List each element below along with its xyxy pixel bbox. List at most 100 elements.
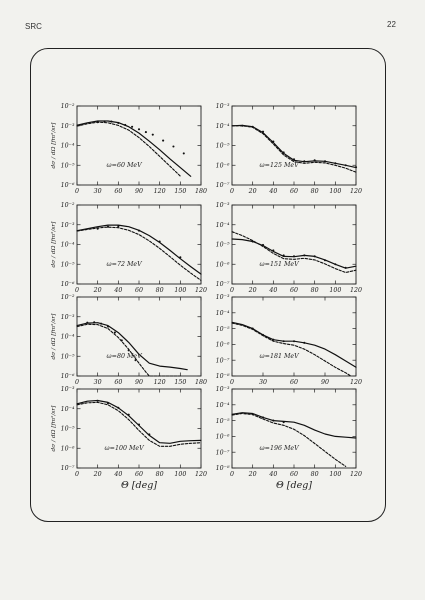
dashed-curve bbox=[76, 401, 202, 447]
x-tick-label: 120 bbox=[350, 188, 362, 195]
data-point bbox=[251, 125, 254, 128]
y-tick-label: 10⁻⁵ bbox=[61, 353, 75, 360]
x-tick-label: 80 bbox=[156, 471, 164, 478]
y-tick-label: 10⁻⁶ bbox=[216, 434, 230, 441]
data-point bbox=[158, 240, 161, 243]
x-tick-label: 80 bbox=[311, 287, 319, 294]
data-point bbox=[303, 341, 306, 344]
x-tick-label: 60 bbox=[290, 287, 298, 294]
solid-curve bbox=[76, 399, 202, 444]
y-tick-label: 10⁻³ bbox=[216, 202, 230, 209]
data-point bbox=[106, 225, 110, 228]
y-tick-label: 10⁻⁴ bbox=[216, 222, 230, 229]
data-point bbox=[272, 338, 275, 341]
data-point bbox=[261, 243, 265, 246]
data-point bbox=[117, 121, 120, 125]
data-point bbox=[137, 229, 141, 232]
data-point bbox=[272, 419, 275, 422]
y-axis-label: dσ / dΩ [fm²/sr] bbox=[50, 122, 57, 169]
x-tick-label: 0 bbox=[75, 471, 79, 478]
data-point bbox=[282, 340, 285, 343]
x-tick-label: 180 bbox=[195, 188, 207, 195]
figure-frame bbox=[30, 48, 386, 522]
data-point bbox=[148, 433, 151, 436]
chart-panel-6: 10⁻³ 10⁻⁴ 10⁻⁵ 10⁻⁶ 10⁻⁷0 20 40 60 80 100 120 dσ / … bbox=[50, 386, 207, 491]
data-point bbox=[251, 413, 254, 416]
data-point bbox=[261, 130, 265, 133]
x-tick-label: 90 bbox=[321, 379, 329, 386]
x-tick-label: 0 bbox=[230, 471, 234, 478]
solid-curve bbox=[76, 322, 188, 371]
x-tick-label: 100 bbox=[329, 188, 341, 195]
x-tick-label: 90 bbox=[135, 379, 143, 386]
data-point bbox=[282, 254, 285, 257]
y-tick-label: 10⁻² bbox=[61, 103, 75, 110]
y-tick-label: 10⁻³ bbox=[216, 103, 230, 110]
data-point bbox=[272, 249, 275, 252]
y-tick-label: 10⁻⁴ bbox=[61, 143, 75, 150]
dashed-curve bbox=[76, 121, 181, 177]
energy-annotation: ω=80 MeV bbox=[107, 353, 144, 360]
chart-panel-1: 10⁻³ 10⁻⁴ 10⁻⁵ 10⁻⁶ 10⁻⁷0 20 40 60 80 100 120 ω=125… bbox=[216, 103, 362, 195]
chart-panel-5: 10⁻³ 10⁻⁴ 10⁻⁵ 10⁻⁶ 10⁻⁷ 10⁻⁸0 30 60 90 120 ω=181 … bbox=[216, 294, 362, 386]
x-tick-label: 0 bbox=[75, 379, 79, 386]
data-point bbox=[137, 128, 141, 131]
data-point bbox=[117, 225, 120, 228]
data-point bbox=[106, 325, 110, 328]
chart-panel-2: 10⁻² 10⁻³ 10⁻⁴ 10⁻⁵ 10⁻⁶0 20 40 60 80 100 120 dσ / … bbox=[50, 202, 207, 294]
x-tick-label: 60 bbox=[290, 188, 298, 195]
data-point bbox=[124, 123, 127, 127]
x-tick-label: 120 bbox=[350, 287, 362, 294]
x-tick-label: 80 bbox=[311, 471, 319, 478]
x-tick-label: 20 bbox=[248, 471, 257, 478]
data-point bbox=[96, 121, 99, 124]
y-tick-label: 10⁻⁴ bbox=[216, 402, 230, 409]
energy-annotation: ω=181 MeV bbox=[260, 353, 301, 360]
x-tick-label: 40 bbox=[268, 188, 277, 195]
page-number: 22 bbox=[387, 20, 396, 29]
y-tick-label: 10⁻³ bbox=[61, 386, 75, 393]
data-point bbox=[120, 339, 123, 342]
data-point bbox=[172, 145, 175, 148]
data-point bbox=[272, 140, 275, 143]
y-tick-label: 10⁻⁷ bbox=[216, 357, 230, 364]
energy-annotation: ω=196 MeV bbox=[260, 445, 301, 452]
x-tick-label: 20 bbox=[93, 471, 102, 478]
data-point bbox=[354, 166, 358, 169]
data-point bbox=[96, 227, 99, 230]
y-tick-label: 10⁻² bbox=[61, 294, 75, 301]
x-tick-label: 40 bbox=[113, 471, 122, 478]
data-point bbox=[282, 421, 285, 424]
y-tick-label: 10⁻⁶ bbox=[216, 162, 230, 169]
y-tick-label: 10⁻⁶ bbox=[216, 261, 230, 268]
x-tick-label: 0 bbox=[75, 188, 79, 195]
data-point bbox=[127, 349, 130, 352]
y-tick-label: 10⁻⁵ bbox=[216, 326, 230, 333]
y-axis-label: dσ / dΩ [fm²/sr] bbox=[50, 405, 57, 452]
x-tick-label: 40 bbox=[113, 287, 122, 294]
x-tick-label: 60 bbox=[114, 379, 122, 386]
data-point bbox=[344, 266, 347, 269]
y-axis-label: dσ / dΩ [fm²/sr] bbox=[50, 221, 57, 268]
data-point bbox=[100, 322, 103, 325]
y-tick-label: 10⁻³ bbox=[61, 123, 75, 130]
energy-annotation: ω=60 MeV bbox=[107, 162, 144, 169]
data-point bbox=[106, 402, 110, 405]
data-point bbox=[292, 340, 296, 343]
plot-frame bbox=[231, 204, 357, 285]
y-tick-label: 10⁻⁶ bbox=[61, 445, 75, 452]
y-tick-label: 10⁻³ bbox=[61, 222, 75, 229]
data-point bbox=[131, 125, 134, 128]
data-point bbox=[117, 406, 120, 409]
x-tick-label: 80 bbox=[311, 188, 319, 195]
x-tick-label: 120 bbox=[350, 471, 362, 478]
data-point bbox=[313, 159, 316, 162]
y-tick-label: 10⁻⁴ bbox=[216, 310, 230, 317]
x-tick-label: 60 bbox=[135, 471, 143, 478]
y-tick-label: 10⁻³ bbox=[216, 294, 230, 301]
chart-panel-7: 10⁻³ 10⁻⁴ 10⁻⁵ 10⁻⁶ 10⁻⁷ 10⁻⁸0 20 40 60 80 100 120 Θ… bbox=[216, 386, 362, 491]
x-tick-label: 0 bbox=[230, 379, 234, 386]
y-tick-label: 10⁻⁵ bbox=[61, 426, 75, 433]
data-point bbox=[162, 139, 165, 142]
x-axis-label: Θ [deg] bbox=[276, 480, 312, 491]
